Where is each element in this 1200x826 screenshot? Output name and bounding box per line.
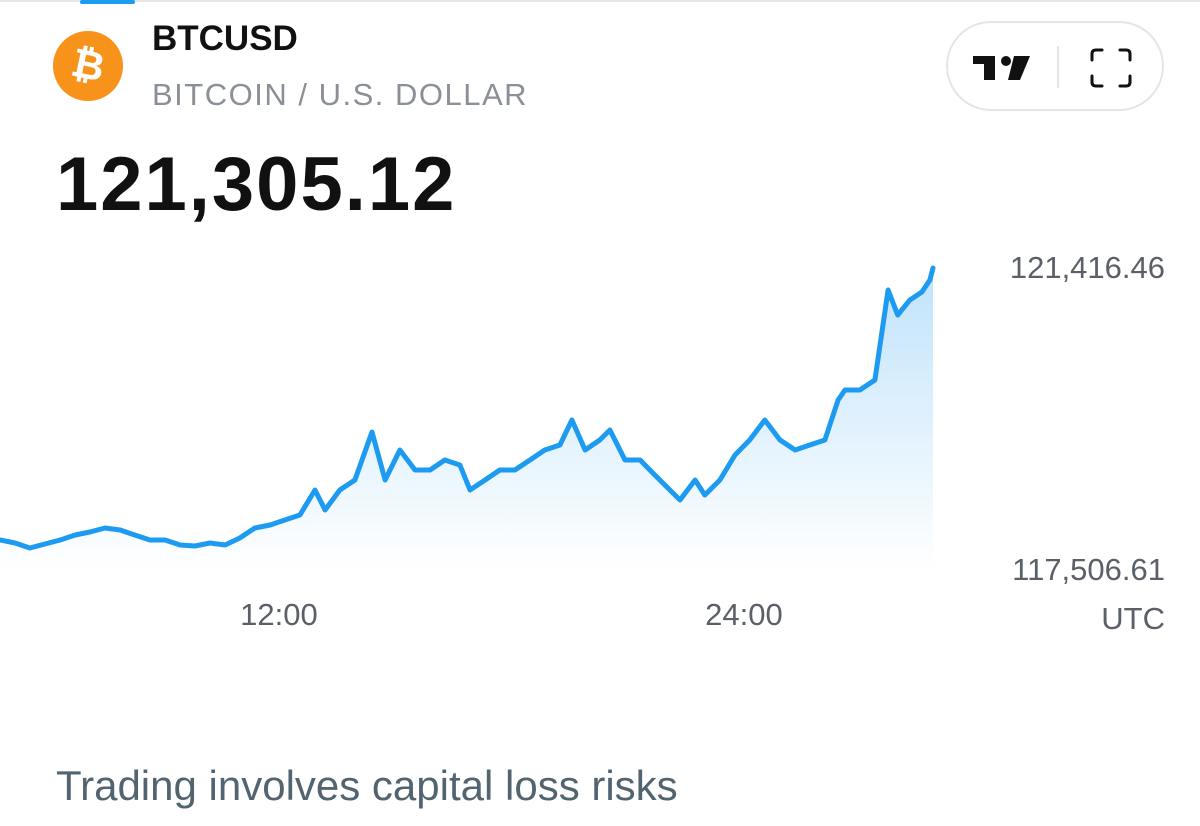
timezone-label: UTC [1101, 601, 1165, 636]
instrument-name: BITCOIN / U.S. DOLLAR [152, 77, 528, 112]
price-line [0, 265, 936, 551]
corner [1090, 74, 1104, 88]
tv-logo-dot [1001, 56, 1011, 66]
disclaimer: Trading involves capital loss risks [56, 762, 678, 809]
toolbar [946, 21, 1164, 111]
top-border [0, 0, 1200, 2]
tv-logo-stem [984, 56, 995, 80]
corner [1118, 48, 1132, 62]
logo [53, 31, 123, 101]
price: 121,305.12 [56, 142, 456, 227]
y-tick-label: 121,416.46 [1010, 250, 1165, 285]
tradingview-button[interactable] [973, 56, 1030, 80]
top-tab [80, 0, 135, 4]
corner [1090, 48, 1104, 62]
x-tick-label: 24:00 [705, 597, 783, 632]
tv-logo-slash [1008, 56, 1030, 80]
y-tick-label: 117,506.61 [1012, 552, 1165, 587]
fullscreen-button[interactable] [1090, 48, 1132, 88]
symbol: BTCUSD [152, 19, 298, 58]
x-tick-label: 12:00 [240, 597, 318, 632]
area [0, 268, 933, 570]
corner [1118, 74, 1132, 88]
plot: 121,416.46 117,506.61 12:00 24:00 [0, 250, 1165, 632]
